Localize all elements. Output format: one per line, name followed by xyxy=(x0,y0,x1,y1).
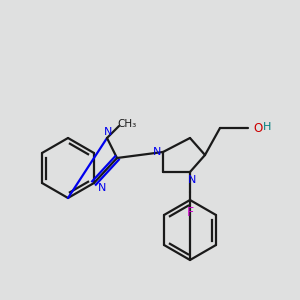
Text: N: N xyxy=(104,127,112,137)
Text: H: H xyxy=(263,122,271,132)
Text: O: O xyxy=(254,122,262,134)
Text: N: N xyxy=(188,175,196,185)
Text: F: F xyxy=(186,206,194,218)
Text: N: N xyxy=(153,147,161,157)
Text: CH₃: CH₃ xyxy=(117,119,136,129)
Text: N: N xyxy=(98,183,106,193)
